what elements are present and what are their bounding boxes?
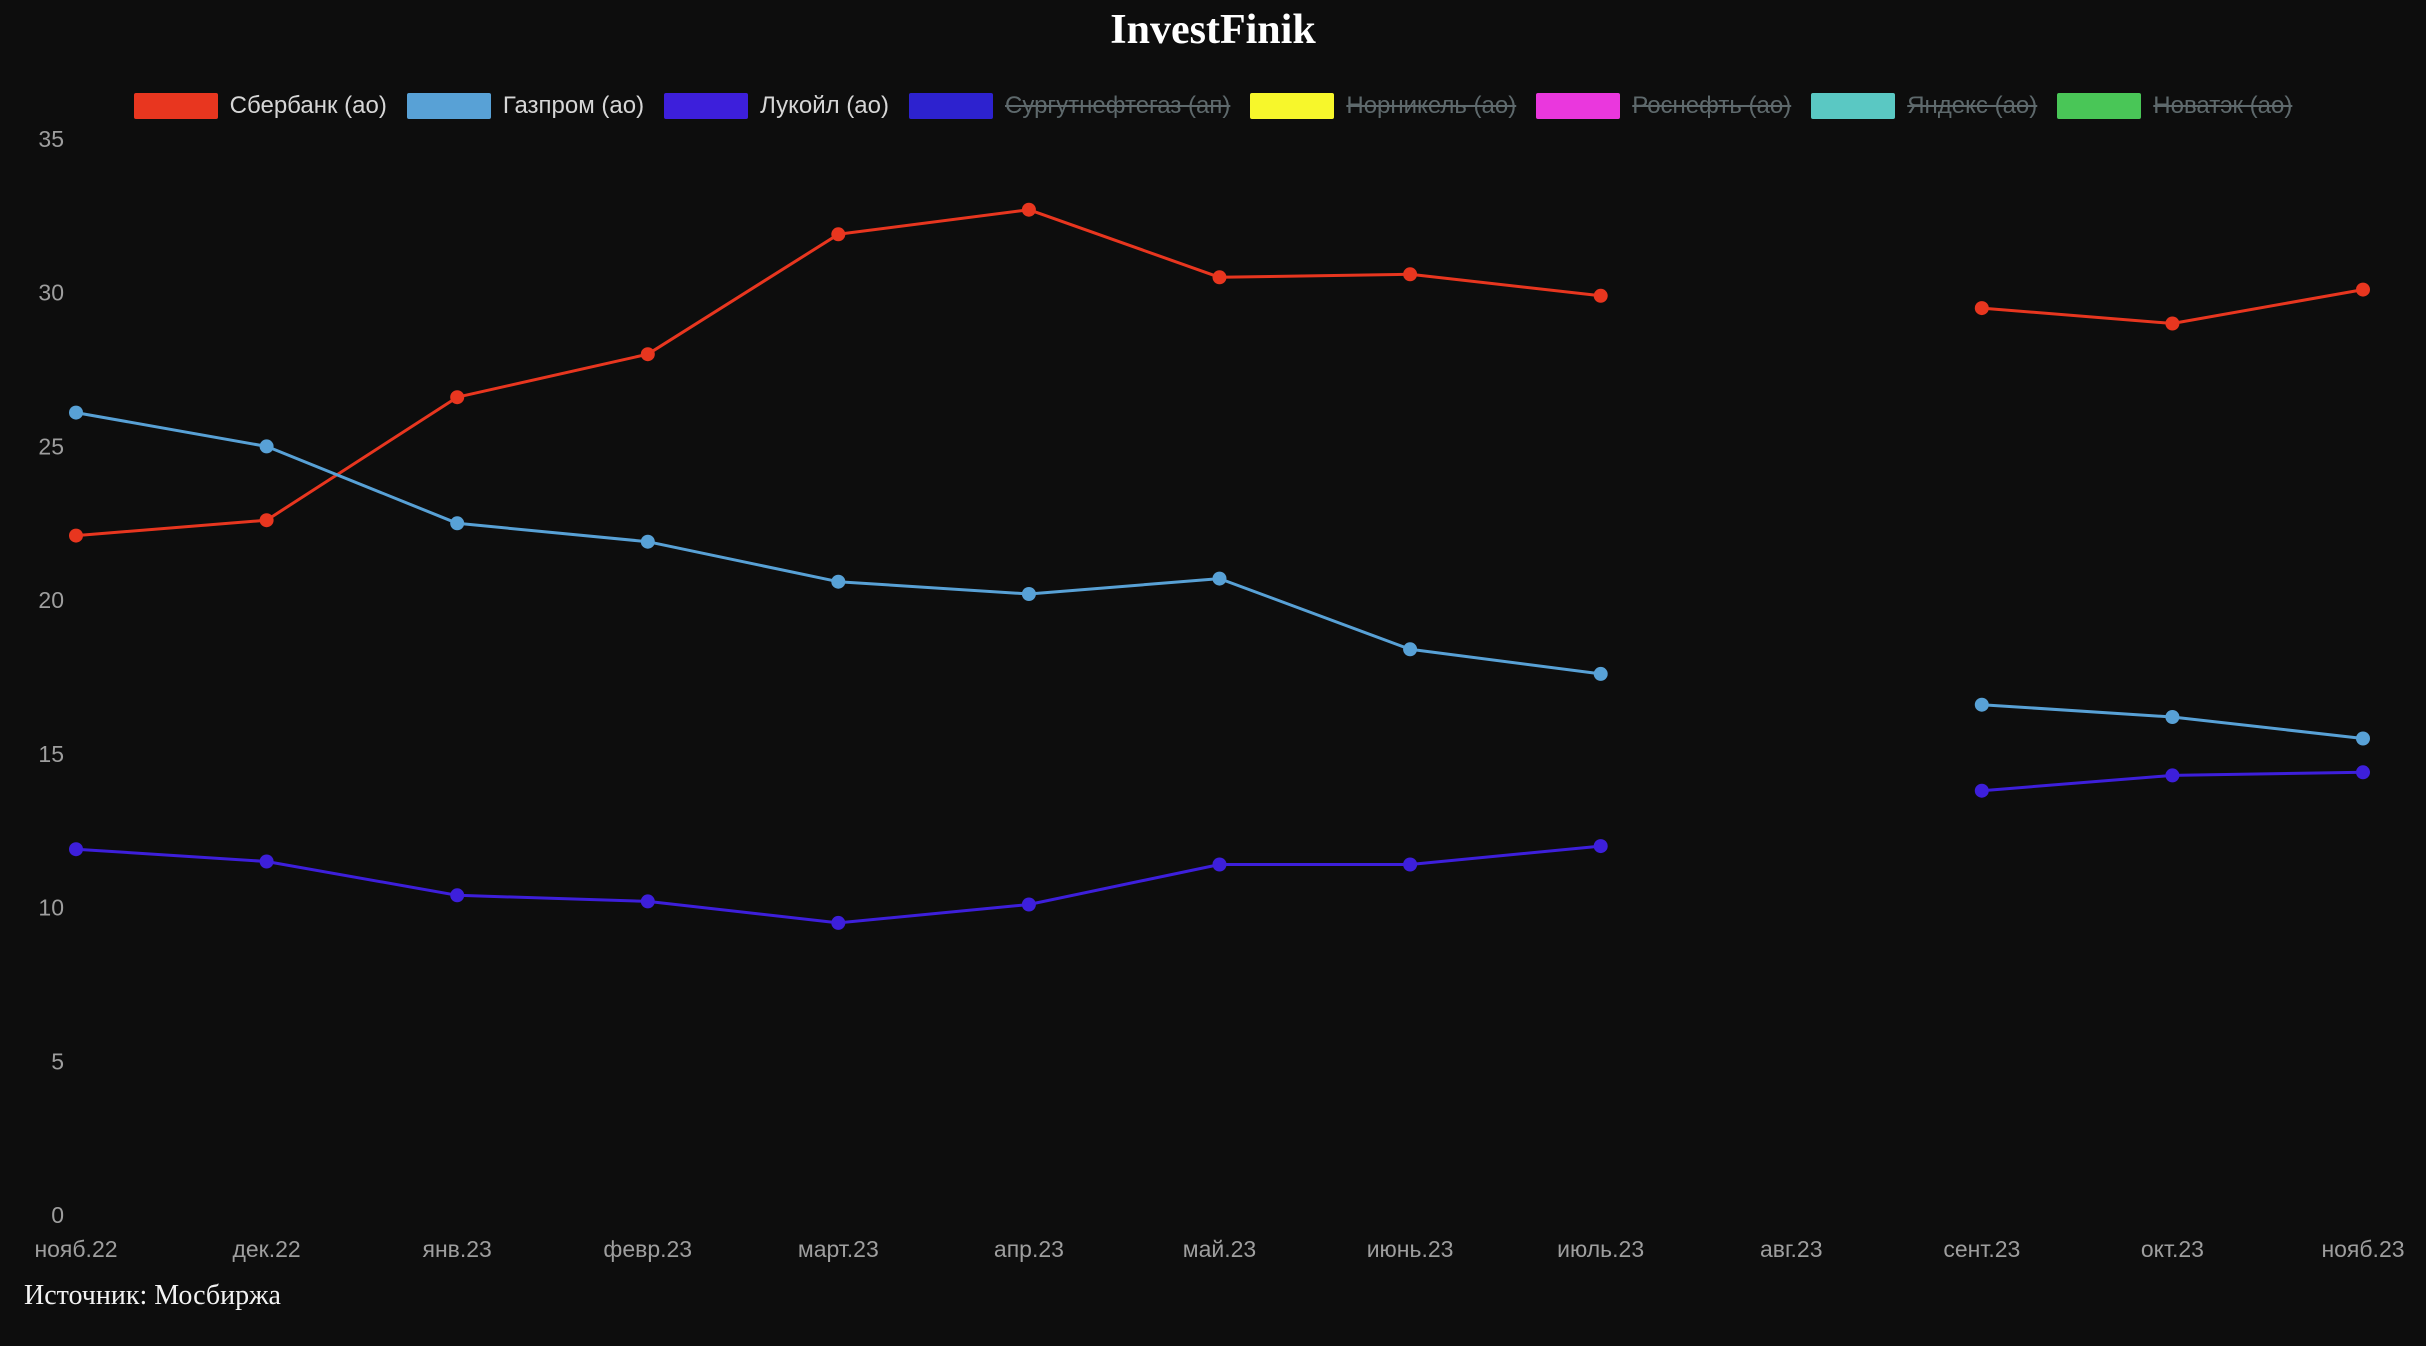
legend-label-nornickel: Норникель (ао) bbox=[1346, 92, 1517, 119]
data-point[interactable] bbox=[1021, 897, 1036, 912]
source-caption: Источник: Мосбиржа bbox=[24, 1280, 281, 1311]
legend-item-novatek[interactable]: Новатэк (ао) bbox=[2057, 92, 2292, 120]
data-point[interactable] bbox=[640, 534, 655, 549]
data-point[interactable] bbox=[69, 405, 83, 420]
data-point[interactable] bbox=[69, 842, 83, 857]
data-point[interactable] bbox=[1974, 301, 1989, 316]
series-line-0 bbox=[74, 208, 2365, 538]
data-point[interactable] bbox=[1212, 857, 1227, 872]
data-point[interactable] bbox=[2356, 765, 2370, 780]
data-point[interactable] bbox=[259, 439, 274, 454]
data-point[interactable] bbox=[1403, 857, 1418, 872]
legend-label-yandex: Яндекс (ао) bbox=[1907, 92, 2038, 119]
x-tick-label-9: авг.23 bbox=[1760, 1236, 1823, 1262]
legend-item-nornickel[interactable]: Норникель (ао) bbox=[1250, 92, 1516, 120]
legend-label-rosneft: Роснефть (ао) bbox=[1632, 92, 1792, 119]
legend-swatch-lukoil bbox=[664, 93, 749, 119]
x-tick-label-1: дек.22 bbox=[232, 1236, 300, 1262]
legend-swatch-rosneft bbox=[1536, 93, 1621, 119]
data-point[interactable] bbox=[1021, 202, 1036, 217]
x-tick-label-3: февр.23 bbox=[603, 1236, 692, 1262]
legend-swatch-novatek bbox=[2057, 93, 2142, 119]
y-tick-label-15: 15 bbox=[38, 741, 64, 767]
data-point[interactable] bbox=[1212, 270, 1227, 285]
legend-swatch-nornickel bbox=[1250, 93, 1335, 119]
data-point[interactable] bbox=[831, 574, 846, 589]
y-tick-label-25: 25 bbox=[38, 433, 64, 459]
x-tick-label-0: нояб.22 bbox=[34, 1236, 117, 1262]
legend-label-novatek: Новатэк (ао) bbox=[2153, 92, 2293, 119]
legend-swatch-yandex bbox=[1811, 93, 1896, 119]
legend-swatch-surgutneftegaz bbox=[909, 93, 993, 119]
x-tick-label-12: нояб.23 bbox=[2321, 1236, 2404, 1262]
legend-label-gazprom: Газпром (ао) bbox=[502, 92, 645, 119]
y-tick-label-20: 20 bbox=[38, 587, 64, 613]
legend-item-lukoil[interactable]: Лукойл (ао) bbox=[664, 92, 889, 120]
data-point[interactable] bbox=[1593, 666, 1608, 681]
data-point[interactable] bbox=[259, 854, 274, 869]
legend-item-surgutneftegaz[interactable]: Сургутнефтегаз (ап) bbox=[909, 92, 1230, 120]
legend-item-rosneft[interactable]: Роснефть (ао) bbox=[1536, 92, 1791, 120]
data-point[interactable] bbox=[450, 390, 465, 405]
legend-item-yandex[interactable]: Яндекс (ао) bbox=[1811, 92, 2037, 120]
x-tick-label-2: янв.23 bbox=[422, 1236, 491, 1262]
y-tick-label-35: 35 bbox=[38, 126, 64, 152]
data-point[interactable] bbox=[450, 516, 465, 531]
legend-label-lukoil: Лукойл (ао) bbox=[760, 92, 889, 119]
x-tick-label-5: апр.23 bbox=[994, 1236, 1064, 1262]
legend-label-surgutneftegaz: Сургутнефтегаз (ап) bbox=[1005, 92, 1231, 119]
x-tick-label-4: март.23 bbox=[798, 1236, 879, 1262]
data-point[interactable] bbox=[831, 915, 846, 930]
x-tick-label-10: сент.23 bbox=[1943, 1236, 2020, 1262]
data-point[interactable] bbox=[640, 894, 655, 909]
legend-swatch-gazprom bbox=[406, 93, 491, 119]
x-tick-label-11: окт.23 bbox=[2141, 1236, 2204, 1262]
y-tick-label-30: 30 bbox=[38, 280, 64, 306]
data-point[interactable] bbox=[2165, 316, 2180, 331]
series-line-2 bbox=[74, 770, 2365, 925]
data-point[interactable] bbox=[450, 888, 465, 903]
data-point[interactable] bbox=[259, 513, 274, 528]
data-point[interactable] bbox=[1593, 288, 1608, 303]
data-point[interactable] bbox=[1403, 642, 1418, 657]
data-point[interactable] bbox=[1974, 697, 1989, 712]
legend: Сбербанк (ао) Газпром (ао) Лукойл (ао) Сург… bbox=[0, 92, 2426, 120]
data-point[interactable] bbox=[2356, 731, 2370, 746]
data-point[interactable] bbox=[1974, 783, 1989, 798]
legend-swatch-sberbank bbox=[133, 93, 218, 119]
data-point[interactable] bbox=[2356, 282, 2370, 297]
data-point[interactable] bbox=[640, 347, 655, 362]
data-point[interactable] bbox=[2165, 768, 2180, 783]
x-tick-label-8: июль.23 bbox=[1557, 1236, 1644, 1262]
legend-item-gazprom[interactable]: Газпром (ао) bbox=[406, 92, 645, 120]
page-title: InvestFinik bbox=[1110, 7, 1316, 53]
y-tick-label-0: 0 bbox=[51, 1202, 64, 1228]
x-tick-label-7: июнь.23 bbox=[1367, 1236, 1454, 1262]
data-point[interactable] bbox=[1212, 571, 1227, 586]
data-point[interactable] bbox=[1403, 267, 1418, 282]
data-point[interactable] bbox=[2165, 710, 2180, 724]
data-point[interactable] bbox=[1593, 839, 1608, 854]
data-point[interactable] bbox=[831, 227, 846, 242]
y-tick-label-5: 5 bbox=[51, 1048, 64, 1074]
legend-item-sberbank[interactable]: Сбербанк (ао) bbox=[133, 92, 387, 120]
data-point[interactable] bbox=[1021, 587, 1036, 601]
y-tick-label-10: 10 bbox=[38, 895, 64, 921]
data-point[interactable] bbox=[69, 528, 83, 543]
x-tick-label-6: май.23 bbox=[1183, 1236, 1256, 1262]
legend-label-sberbank: Сбербанк (ао) bbox=[229, 92, 387, 119]
